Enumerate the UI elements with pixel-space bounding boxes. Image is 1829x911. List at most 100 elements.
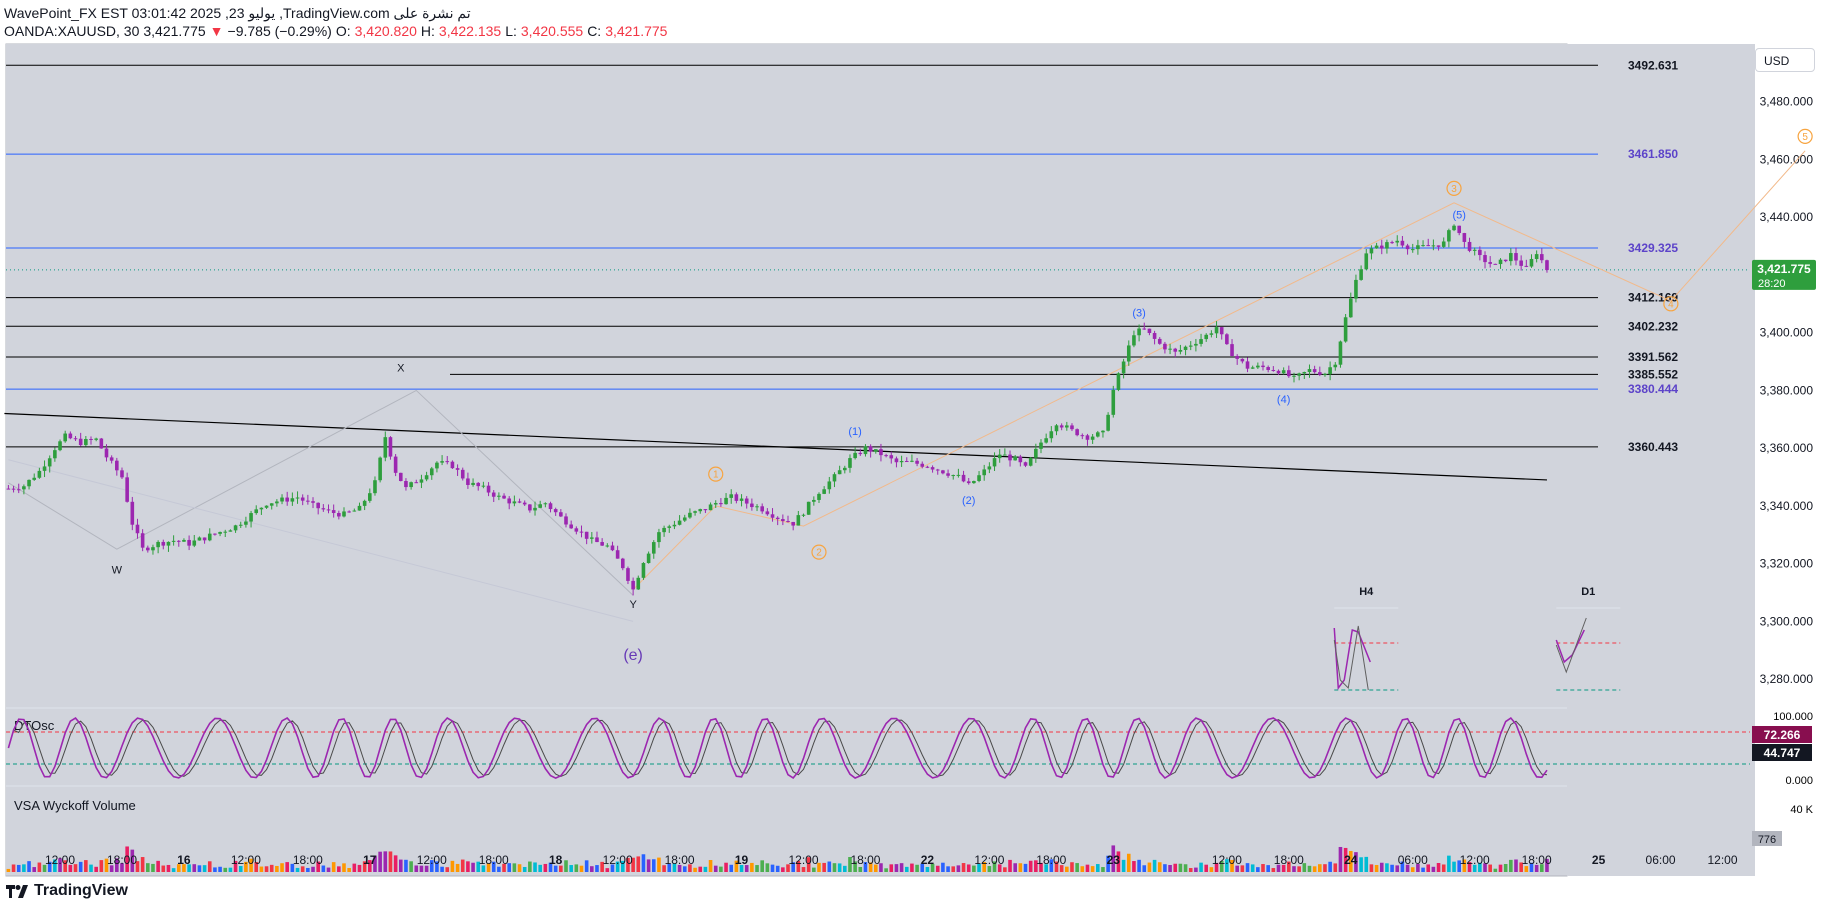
price-pane — [6, 44, 1755, 708]
volume-bar — [739, 865, 744, 872]
candle — [187, 535, 191, 551]
candle-body — [99, 438, 104, 449]
candle — [120, 467, 124, 480]
candle-body — [941, 470, 945, 474]
mini-k-line — [1555, 629, 1585, 664]
candle — [285, 491, 290, 506]
candle-body — [930, 467, 935, 470]
candle-body — [1529, 258, 1534, 267]
volume-bar — [424, 865, 429, 872]
candle — [982, 464, 987, 481]
candle-body — [1431, 245, 1436, 247]
volume-bar — [1147, 862, 1152, 872]
candle — [564, 513, 568, 528]
volume-bar — [269, 864, 274, 872]
volume-bar — [574, 864, 579, 872]
osc-d-badge: 44.747 — [1752, 744, 1812, 761]
candle-body — [595, 537, 599, 543]
volume-bar — [347, 867, 351, 872]
candle — [1483, 251, 1487, 269]
candle — [1121, 358, 1126, 379]
candle — [1008, 450, 1012, 467]
candle-body — [1509, 253, 1513, 262]
candle-body — [1395, 240, 1400, 243]
volume-bar — [1457, 860, 1462, 872]
candle-body — [569, 524, 573, 529]
volume-pane — [6, 786, 1755, 876]
candle-body — [822, 489, 826, 494]
volume-bar — [285, 862, 290, 872]
volume-bar — [450, 860, 455, 872]
candle — [1395, 235, 1400, 247]
volume-bar — [1348, 850, 1353, 872]
time-axis-label: 18:00 — [1522, 853, 1552, 867]
wave-label: 2 — [816, 548, 822, 559]
candle-body — [1028, 457, 1033, 466]
candle-body — [68, 433, 73, 439]
volume-bar — [73, 864, 78, 872]
volume-bar — [688, 864, 692, 872]
volume-bar — [1379, 862, 1384, 872]
candle — [455, 464, 460, 476]
currency-button[interactable]: USD — [1755, 48, 1815, 72]
candle — [1209, 330, 1214, 338]
candle-body — [1281, 370, 1286, 374]
candle-body — [450, 461, 455, 469]
candle — [1111, 385, 1116, 418]
volume-bar — [1194, 867, 1198, 872]
volume-bar — [1049, 859, 1054, 872]
time-axis-label: 18:00 — [665, 853, 695, 867]
candle-body — [1519, 260, 1523, 266]
candle — [429, 466, 434, 480]
candle — [109, 455, 114, 464]
candle — [404, 478, 408, 491]
candle — [972, 480, 976, 484]
time-axis-label: 12:00 — [1708, 853, 1738, 867]
volume-bar — [476, 861, 481, 872]
volume-bar — [156, 860, 160, 872]
symbol-name[interactable]: OANDA:XAUUSD, 30 — [4, 23, 140, 39]
candle-body — [1188, 345, 1193, 347]
volume-bar — [1503, 864, 1508, 872]
volume-bar — [326, 867, 331, 872]
price-axis-label: 3,340.000 — [1760, 499, 1814, 513]
candle-body — [161, 541, 166, 546]
candle — [275, 499, 279, 507]
tradingview-logo-icon — [6, 884, 28, 898]
candle — [1039, 439, 1043, 454]
candle — [99, 437, 104, 449]
volume-bar — [982, 861, 987, 872]
candle — [925, 465, 930, 469]
candle — [207, 528, 212, 542]
candle — [125, 472, 129, 503]
candle-body — [182, 539, 186, 542]
volume-bar — [584, 860, 589, 872]
level-label: 3461.850 — [1628, 147, 1678, 161]
volume-bar — [27, 861, 31, 872]
candle — [1116, 372, 1121, 392]
candle-body — [1070, 425, 1074, 430]
osc-k-badge: 72.266 — [1752, 726, 1812, 743]
candle — [1333, 362, 1338, 371]
candle-body — [300, 497, 305, 501]
candle-body — [393, 456, 398, 473]
wave-label: (4) — [1277, 394, 1290, 406]
candle-body — [1333, 364, 1338, 368]
candle-body — [579, 531, 584, 533]
candle-body — [47, 458, 52, 467]
wave-label: Y — [629, 599, 637, 611]
tradingview-logo[interactable]: TradingView — [6, 882, 128, 900]
volume-bar — [910, 863, 914, 872]
volume-bar — [1075, 863, 1079, 872]
volume-bar — [1152, 859, 1157, 872]
volume-bar — [373, 855, 377, 872]
volume-bar — [1121, 859, 1126, 872]
candle — [378, 456, 382, 483]
volume-bar — [1157, 862, 1162, 872]
volume-bar — [89, 864, 93, 872]
candle-body — [553, 509, 558, 513]
candle — [1503, 259, 1508, 263]
price-axis-label: 3,280.000 — [1760, 672, 1814, 686]
volume-bar — [300, 866, 305, 872]
